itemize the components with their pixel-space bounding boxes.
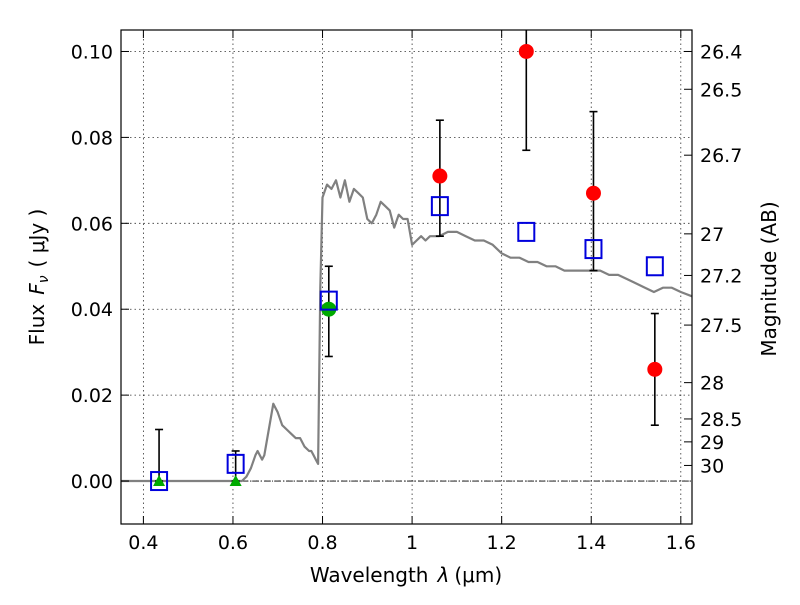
x-tick-label: 1.2 [487,532,517,554]
mag-tick-label: 26.5 [700,79,742,101]
y-axis-right-label: Magnitude (AB) [757,201,781,356]
detection-circle [432,168,448,184]
plot-frame [120,29,693,525]
y-axis-label-unit: ( μJy ) [25,209,49,268]
upper-limit-triangle [229,475,242,487]
model-photometry-square [584,239,603,260]
model-photometry-square [226,453,245,474]
x-axis-label: Wavelength λ (μm) [310,563,502,587]
y-axis-label-subscript: ν [36,275,52,283]
x-axis-label-symbol: λ [437,563,450,587]
model-photometry-square [430,196,449,217]
detection-circle [585,185,601,201]
y-tick-label: 0.00 [71,471,113,493]
y-axis-label-symbol: F [25,283,49,295]
mag-tick-label: 27.2 [700,265,742,287]
tick-layer: 0.4 0.6 0.8 1 1.2 1.4 1.6 0.00 0.02 0.04 0.06 0.08 0… [71,30,742,554]
y-tick-label: 0.02 [71,385,113,407]
x-tick-label: 1 [406,532,418,554]
x-tick-label: 0.6 [218,532,248,554]
sed-model-curve [121,179,693,483]
x-tick-label: 1.4 [576,532,606,554]
x-axis-label-text: Wavelength [310,563,429,587]
model-photometry-square [319,290,338,311]
x-tick-label: 0.4 [128,532,158,554]
mag-tick-label: 29 [700,432,724,454]
x-axis-label-unit: (μm) [454,563,502,587]
y-tick-label: 0.04 [71,299,113,321]
y-axis-label: Flux Fν ( μJy ) [25,209,52,346]
mag-tick-label: 26.7 [700,145,742,167]
mag-tick-label: 27 [700,224,724,246]
model-photometry-square [517,221,536,242]
mag-tick-label: 28.5 [700,409,742,431]
marker-layer [150,30,664,492]
mag-tick-label: 26.4 [700,41,742,63]
sed-model-layer [121,179,693,483]
x-tick-label: 0.8 [307,532,337,554]
mag-tick-label: 30 [700,455,724,477]
detection-circle [518,43,534,59]
y-axis-label-text: Flux [25,304,49,346]
y-tick-label: 0.06 [71,213,113,235]
model-photometry-square [150,471,169,492]
grid-layer [121,30,692,524]
y-tick-label: 0.10 [71,41,113,63]
y-tick-label: 0.08 [71,127,113,149]
model-photometry-square [645,256,664,277]
x-tick-label: 1.6 [666,532,696,554]
upper-limit-triangle [153,475,166,487]
detection-circle [647,361,663,377]
mag-tick-label: 27.5 [700,315,742,337]
mag-tick-label: 28 [700,373,724,395]
